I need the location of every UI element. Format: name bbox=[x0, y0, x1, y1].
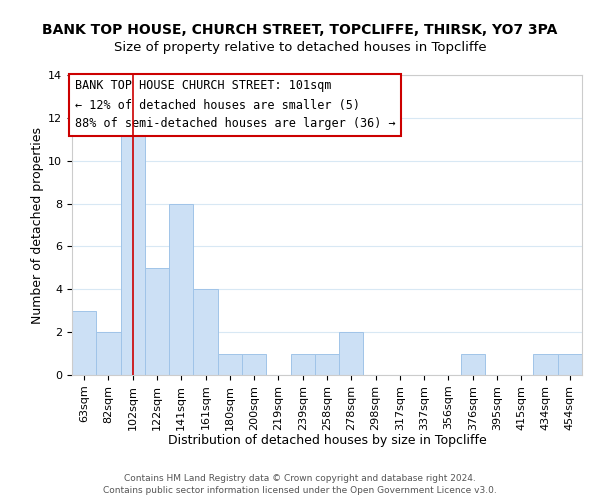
Bar bbox=[72, 310, 96, 375]
Text: Size of property relative to detached houses in Topcliffe: Size of property relative to detached ho… bbox=[113, 41, 487, 54]
Bar bbox=[533, 354, 558, 375]
Bar bbox=[339, 332, 364, 375]
Text: BANK TOP HOUSE CHURCH STREET: 101sqm
← 12% of detached houses are smaller (5)
88: BANK TOP HOUSE CHURCH STREET: 101sqm ← 1… bbox=[74, 80, 395, 130]
Bar bbox=[169, 204, 193, 375]
Bar bbox=[558, 354, 582, 375]
Bar bbox=[242, 354, 266, 375]
Bar bbox=[290, 354, 315, 375]
Text: Contains HM Land Registry data © Crown copyright and database right 2024.
Contai: Contains HM Land Registry data © Crown c… bbox=[103, 474, 497, 495]
X-axis label: Distribution of detached houses by size in Topcliffe: Distribution of detached houses by size … bbox=[167, 434, 487, 447]
Bar bbox=[461, 354, 485, 375]
Bar bbox=[121, 118, 145, 375]
Bar bbox=[193, 290, 218, 375]
Bar bbox=[145, 268, 169, 375]
Text: BANK TOP HOUSE, CHURCH STREET, TOPCLIFFE, THIRSK, YO7 3PA: BANK TOP HOUSE, CHURCH STREET, TOPCLIFFE… bbox=[43, 22, 557, 36]
Bar bbox=[218, 354, 242, 375]
Bar bbox=[96, 332, 121, 375]
Bar bbox=[315, 354, 339, 375]
Y-axis label: Number of detached properties: Number of detached properties bbox=[31, 126, 44, 324]
